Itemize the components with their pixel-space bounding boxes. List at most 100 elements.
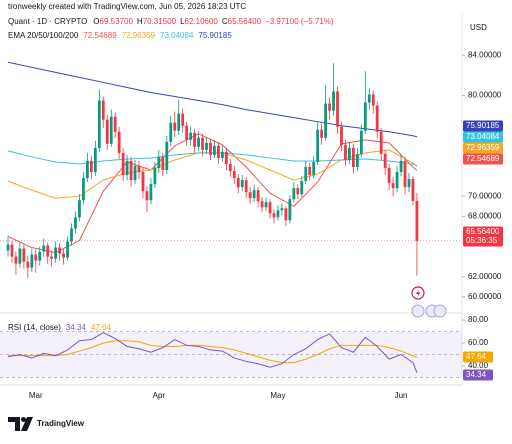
x-tick-label: May [270,391,285,400]
candle-body [363,102,367,131]
ema-value: 72.54689 [83,31,117,40]
ohlc-label: O [93,17,99,26]
candle-body [70,228,73,242]
candle-body [141,172,145,192]
candle-body [173,122,177,131]
candle-body [320,129,324,138]
candle-body [89,160,93,173]
candle-body [316,129,320,162]
candle-body [34,254,38,261]
rsi-value: 34.34 [66,323,87,332]
candle-body [113,116,117,132]
candle-body [153,168,157,185]
ema-badge: 72.96359 [466,143,500,152]
candle-body [185,125,189,140]
candle-body [26,261,30,268]
candle-body [157,156,161,169]
ema-badge: 73.04084 [466,132,500,141]
candle-body [145,191,149,201]
y-tick-label: 70.00000 [468,191,502,200]
candle-body [375,105,379,132]
candle-body [355,153,359,168]
candle-body [217,145,220,158]
candle-body [351,147,355,168]
candle-body [82,178,85,201]
x-tick-label: Jun [395,391,408,400]
candle-body [10,244,14,257]
change: −3.97100 (−5.71%) [265,17,334,26]
ema-badge: 72.54689 [466,154,500,163]
ohlc-label: L [180,17,185,26]
candle-body [304,167,308,182]
candle-body [201,137,204,150]
candle-body [224,151,228,164]
ema-value: 75.90185 [198,31,232,40]
candle-body [165,141,169,171]
candle-body [133,165,137,181]
ema-badge-bg [463,153,503,165]
candle-body [129,160,133,181]
candle-body [93,147,97,173]
candle-body [272,213,276,218]
candle-body [6,244,10,251]
candle-body [189,132,193,140]
candle-body [403,160,407,188]
rsi-badge-bg [463,351,493,363]
candle-body [18,248,22,264]
candle-body [268,202,272,214]
candle-body [161,156,165,171]
candle-body [387,168,391,184]
logo-mark [21,417,26,422]
candle-body [169,122,173,142]
y-tick-label: 60.00 [468,338,489,347]
candle-body [177,113,181,131]
candle-body [22,248,26,262]
candle-body [367,94,371,103]
ema-line [7,133,418,254]
candle-body [344,144,347,160]
y-tick-label: 80.00 [468,315,489,324]
ema-value: 72.96359 [122,31,156,40]
ohlc-value: 70.31500 [143,17,177,26]
y-tick-label: 80.00000 [468,91,502,100]
candle-body [137,165,141,173]
candle-body [86,160,89,179]
ema-label: EMA 20/50/100/200 [8,31,79,40]
candle-body [105,119,109,144]
rsi-value: 47.64 [91,323,112,332]
candle-body [332,91,335,111]
ema-legend: EMA 20/50/100/200 72.54689 72.96359 73.0408… [8,31,232,40]
candle-body [348,147,351,160]
candle-body [46,245,50,257]
last-price-bg [463,226,503,247]
candle-body [62,253,65,258]
candle-body [284,208,288,221]
candle-body [50,256,54,259]
candle-body [181,113,185,126]
currency: USD [470,23,487,32]
candle-body [308,167,312,176]
y-tick-label: 60.00000 [468,292,502,301]
candle-body [109,116,113,144]
candle-body [248,192,252,199]
candle-body [399,160,403,173]
candle-body [220,151,224,158]
rsi-badge-bg [463,369,493,381]
candle-body [240,180,244,188]
candle-body [407,179,411,188]
candle-body [58,247,62,254]
candle-body [121,152,125,176]
y-tick-label: 40.00 [468,361,489,370]
candle-body [280,208,284,211]
x-tick-label: Apr [153,391,166,400]
y-tick-label: 84.00000 [468,50,502,59]
candle-body [379,131,383,154]
ema-badge-bg [463,131,503,143]
watermark: tronweekly created with TradingView.com,… [8,2,246,11]
rsi-line [7,332,418,373]
candle-body [359,130,363,154]
candle-body [264,202,268,208]
